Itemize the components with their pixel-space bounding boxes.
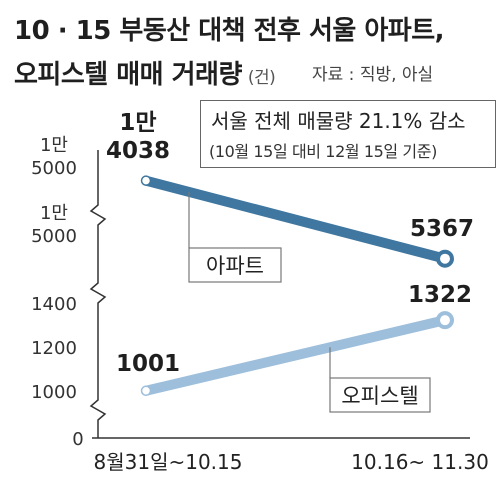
y-tick-label: 1만 5000 [31, 203, 77, 247]
officetel-series-line [141, 315, 450, 396]
apartment-value-label: 1만 4038 [106, 110, 170, 164]
source-label: 자료 : 직방, 아실 [312, 65, 434, 85]
annotation-line2: (10월 15일 대비 12월 15일 기준) [209, 142, 437, 161]
apartment-series-line [141, 175, 450, 264]
y-tick-label: 1000 [31, 382, 77, 403]
annotation-box: 서울 전체 매물량 21.1% 감소 (10월 15일 대비 12월 15일 기… [200, 100, 496, 168]
apartment-series-label: 아파트 [206, 254, 264, 278]
officetel-series-label: 오피스텔 [341, 384, 418, 408]
officetel-point [140, 385, 152, 397]
y-tick-label: 1만 5000 [31, 135, 77, 179]
y-tick-label: 1400 [31, 294, 77, 315]
apartment-point [436, 249, 454, 268]
officetel-point [436, 311, 454, 330]
x-tick-label: 8월31일~10.15 [94, 450, 243, 474]
annotation-line1: 서울 전체 매물량 21.1% 감소 [211, 109, 466, 133]
officetel-value-label: 1001 [116, 351, 180, 377]
officetel-label-box [329, 377, 431, 413]
unit-label: (건) [247, 68, 276, 88]
apartment-point [140, 175, 152, 186]
officetel-value-label: 1322 [408, 282, 472, 308]
y-axis-line [89, 150, 107, 438]
chart-title-line2: 오피스텔 매매 거래량 (건) [14, 60, 276, 90]
y-tick-label: 0 [72, 429, 83, 450]
apartment-value-label: 5367 [410, 216, 474, 242]
apartment-label-box [188, 247, 282, 283]
chart-title-line1: 10 · 15 부동산 대책 전후 서울 아파트, [14, 16, 445, 46]
y-tick-label: 1200 [31, 338, 77, 359]
x-tick-label: 10.16~ 11.30 [351, 450, 489, 474]
